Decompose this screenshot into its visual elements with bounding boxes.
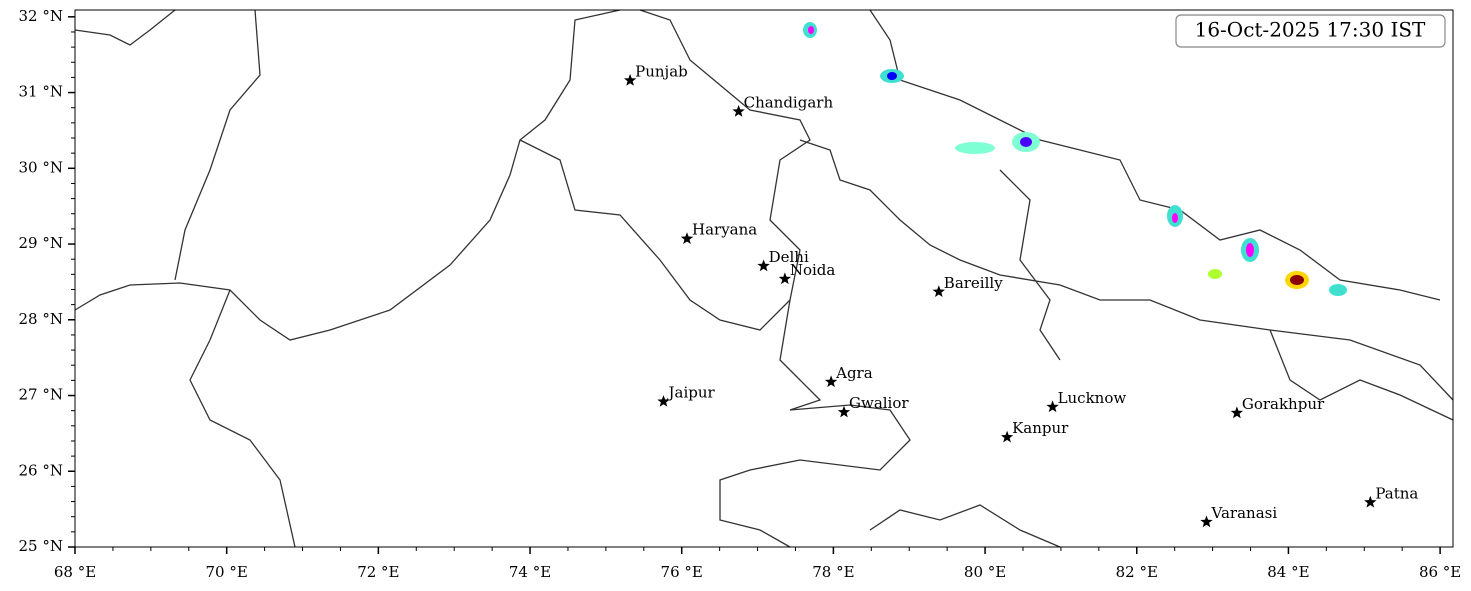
city-marker xyxy=(1046,400,1059,413)
y-tick-label: 27 °N xyxy=(19,386,63,404)
city-label: Jaipur xyxy=(667,384,716,402)
city-marker xyxy=(1364,495,1377,508)
city-marker xyxy=(1200,515,1213,528)
x-tick-label: 72 °E xyxy=(357,563,399,581)
border xyxy=(74,9,176,46)
y-tick-label: 31 °N xyxy=(19,83,63,101)
precipitation xyxy=(803,22,1347,296)
plot-frame xyxy=(74,9,1454,548)
city-marker xyxy=(837,405,851,418)
x-tick-label: 76 °E xyxy=(661,563,703,581)
x-tick-label: 82 °E xyxy=(1116,563,1158,581)
x-tick-label: 84 °E xyxy=(1267,563,1309,581)
y-tick-label: 29 °N xyxy=(19,234,63,252)
timestamp: 16-Oct-2025 17:30 IST xyxy=(1195,18,1426,42)
city-label: Punjab xyxy=(635,62,688,80)
borders xyxy=(74,9,1454,548)
city-marker xyxy=(732,105,745,117)
x-tick-label: 86 °E xyxy=(1419,563,1461,581)
city-label: Gwalior xyxy=(849,394,909,412)
y-tick-label: 30 °N xyxy=(19,158,63,176)
border xyxy=(869,9,1441,301)
rain-cell xyxy=(1172,213,1178,223)
rain-cell xyxy=(1208,269,1222,279)
city-label: Agra xyxy=(835,364,873,382)
city-label: Patna xyxy=(1375,484,1418,502)
city-label: Bareilly xyxy=(944,274,1003,292)
city-label: Lucknow xyxy=(1058,389,1127,407)
border xyxy=(174,9,261,281)
rain-cell xyxy=(1290,275,1304,285)
y-tick-label: 32 °N xyxy=(19,7,63,25)
city-label: Chandigarh xyxy=(744,93,834,111)
city-label: Gorakhpur xyxy=(1242,395,1325,413)
city-marker xyxy=(657,395,670,407)
city-marker xyxy=(932,285,945,297)
rain-cell xyxy=(1329,284,1347,296)
y-tick-label: 25 °N xyxy=(19,537,63,555)
rain-cell xyxy=(955,142,995,154)
rain-cell xyxy=(887,72,897,80)
city-label: Varanasi xyxy=(1211,504,1278,522)
border xyxy=(74,9,621,341)
border xyxy=(189,289,296,548)
x-tick-label: 78 °E xyxy=(812,563,854,581)
city-marker xyxy=(680,232,694,244)
city-marker xyxy=(757,259,770,272)
y-tick-label: 26 °N xyxy=(19,461,63,479)
city-marker xyxy=(824,375,838,388)
rain-cell xyxy=(808,26,814,34)
city-label: Delhi xyxy=(769,248,809,266)
x-tick-label: 74 °E xyxy=(509,563,551,581)
border xyxy=(1269,329,1454,421)
city-marker xyxy=(624,73,637,86)
city-label: Kanpur xyxy=(1012,419,1069,437)
rain-cell xyxy=(1246,243,1254,257)
city-marker xyxy=(1230,406,1243,419)
border xyxy=(519,9,811,331)
x-tick-label: 68 °E xyxy=(54,563,96,581)
timestamp-box xyxy=(1175,14,1446,48)
border xyxy=(719,299,911,548)
border xyxy=(999,169,1061,361)
rain-cell xyxy=(1020,137,1032,147)
border xyxy=(799,139,1454,401)
y-tick-label: 28 °N xyxy=(19,310,63,328)
city-label: Haryana xyxy=(692,221,757,239)
border xyxy=(869,504,1061,548)
city-label: Noida xyxy=(790,261,836,279)
x-tick-label: 80 °E xyxy=(964,563,1006,581)
city-marker xyxy=(778,272,791,285)
x-tick-label: 70 °E xyxy=(206,563,248,581)
city-marker xyxy=(1000,430,1014,443)
